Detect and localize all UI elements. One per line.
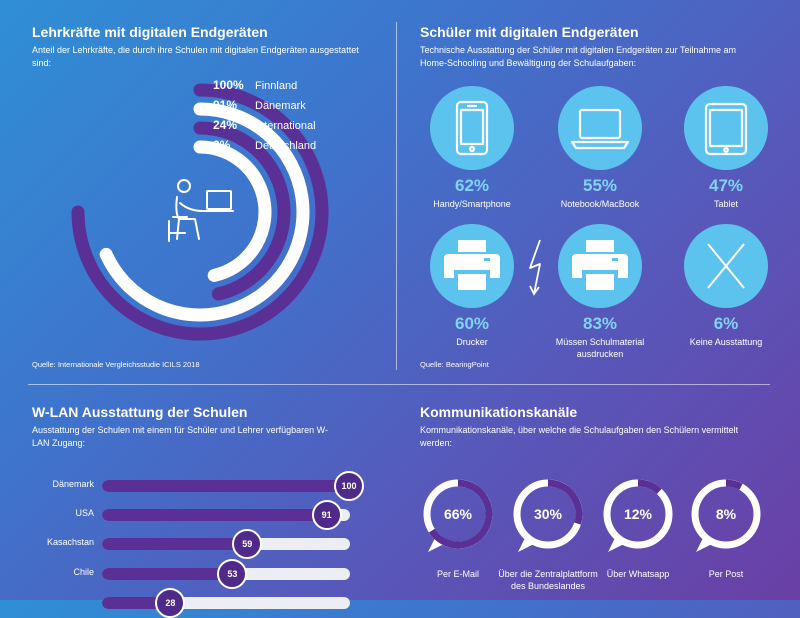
bar-label: Kasachstan [46,537,94,547]
wlan-title: W-LAN Ausstattung der Schulen [32,404,248,420]
device-label-tablet: Tablet [713,199,739,209]
bar-track: 100 [102,471,364,501]
legend-pct: 3% [213,138,231,152]
students-source: Quelle: BearingPoint [420,360,489,369]
laptop-icon [570,108,630,150]
legend-pct: 24% [213,118,238,132]
speech-bubble-donut [423,479,493,552]
vertical-divider [396,22,397,370]
komm-pct: 66% [443,506,473,522]
bar-fill [102,509,328,521]
legend-row-finnland: 100% Finnland [213,78,297,92]
bar-value-bubble: 53 [217,559,248,589]
students-title: Schüler mit digitalen Endgeräten [420,24,639,40]
device-circle-keine [684,224,768,308]
device-label-ausdrucken: Müssen Schulmaterial ausdrucken [555,337,645,359]
device-pct-tablet: 47% [708,176,744,195]
komm-donut-3: 12% [602,478,682,558]
bar-track: 28 [102,588,350,618]
device-label-keine: Keine Ausstattung [689,337,763,347]
device-circle-drucker [430,224,514,308]
teachers-title: Lehrkräfte mit digitalen Endgeräten [32,24,268,40]
legend-country: International [255,120,316,132]
legend-row-international: 24% International [213,118,316,132]
legend-pct: 100% [213,78,244,92]
legend-row-deutschland: 3% Deutschland [213,138,316,152]
radial-arc-deutschland [193,140,272,282]
printer-icon [444,240,500,290]
bar-track: 91 [102,500,350,530]
teacher-at-laptop-icon [168,179,234,242]
komm-label: Über die Zentralplattform des Bundesland… [498,569,598,591]
speech-bubble-donut [513,479,583,552]
lightning-icon [529,239,541,296]
bar-label: Chile [73,567,94,577]
smartphone-icon [455,100,489,156]
bar-track: 53 [102,559,350,589]
speech-bubble-donut [603,479,673,552]
komm-subtitle: Kommunikationskanäle, über welche die Sc… [420,425,739,448]
bar-track: 59 [102,529,350,559]
bar-fill [102,538,249,550]
device-circle-tablet [684,86,768,170]
bar-fill [102,568,234,580]
students-subtitle: Technische Ausstattung der Schüler mit d… [420,45,737,68]
komm-label: Per Post [708,569,744,579]
donut-value-arc [428,479,493,549]
device-circle-notebook [558,86,642,170]
device-pct-notebook: 55% [582,176,618,195]
bar-label: Dänemark [52,479,94,489]
legend-country: Finnland [255,80,298,92]
donut-value-arc [547,479,583,525]
device-label-smartphone: Handy/Smartphone [433,199,511,209]
legend-country: Deutschland [255,140,317,152]
komm-label: Per E-Mail [436,569,479,579]
device-label-drucker: Drucker [456,337,488,347]
bar-label: USA [75,508,94,518]
komm-pct: 8% [715,506,737,522]
speech-bubble-donut [691,479,761,552]
device-circle-smartphone [430,86,514,170]
komm-pct: 30% [533,506,563,522]
device-label-notebook: Notebook/MacBook [560,199,640,209]
komm-donut-1: 66% [422,478,502,558]
radial-arc-international [193,121,291,301]
bar-value-bubble: 28 [155,588,186,618]
komm-donut-2: 30% [512,478,592,558]
device-pct-keine: 6% [713,314,739,333]
device-pct-ausdrucken: 83% [582,314,618,333]
bar-value-bubble: 100 [334,471,364,501]
printer-icon [572,240,628,290]
device-circle-ausdrucken [558,224,642,308]
radial-arc-finnland [71,83,329,341]
legend-pct: 91% [213,98,238,112]
komm-pct: 12% [623,506,653,522]
teachers-subtitle: Anteil der Lehrkräfte, die durch ihre Sc… [32,45,359,68]
legend-country: Dänemark [255,100,306,112]
legend-row-dänemark: 91% Dänemark [213,98,306,112]
bar-fill [102,480,350,492]
device-pct-drucker: 60% [454,314,490,333]
horizontal-divider [28,384,770,385]
komm-donut-4: 8% [690,478,770,558]
teachers-radial-chart [71,83,329,341]
donut-value-arc [637,479,662,495]
wlan-subtitle: Ausstattung der Schulen mit einem für Sc… [32,425,328,448]
komm-title: Kommunikationskanäle [420,404,578,420]
donut-value-arc [725,479,743,490]
tablet-icon [704,102,748,156]
bar-value-bubble: 59 [232,529,263,559]
device-pct-smartphone: 62% [454,176,490,195]
bar-value-bubble: 91 [311,500,342,530]
cross-icon [707,243,745,289]
komm-label: Über Whatsapp [606,569,670,579]
radial-arc-dänemark [99,102,310,322]
teachers-source: Quelle: Internationale Vergleichsstudie … [32,360,200,369]
